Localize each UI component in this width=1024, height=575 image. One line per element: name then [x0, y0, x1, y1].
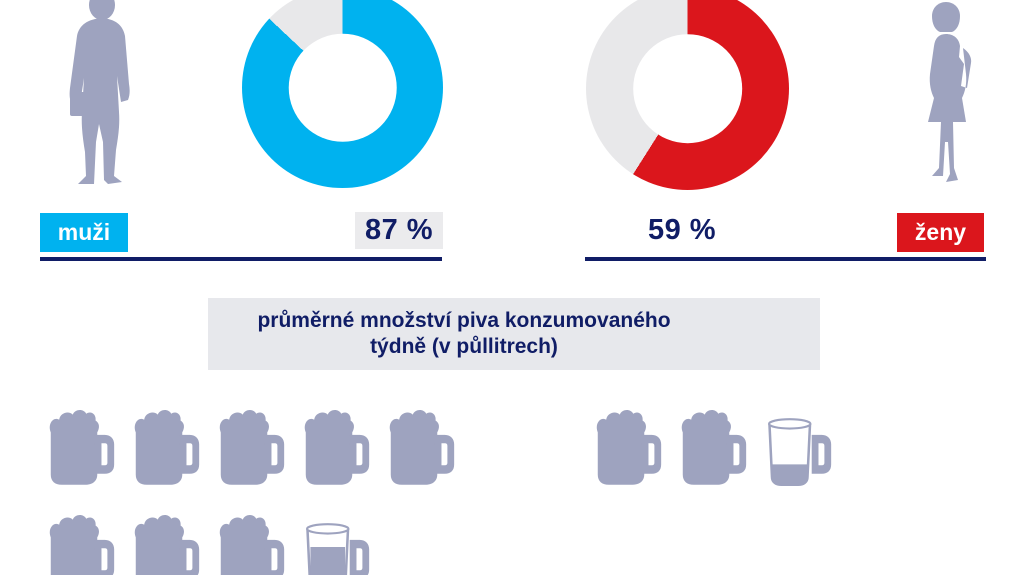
donut-chart-women — [586, 0, 789, 190]
beer-mug-full-icon — [219, 410, 285, 485]
donut-chart-men — [242, 0, 443, 188]
beer-mug-full-icon — [49, 410, 115, 485]
men-label-badge: muži — [40, 213, 128, 252]
men-percent-value: 87 % — [355, 212, 443, 249]
donut-hole — [288, 33, 397, 142]
pictogram-title-line1: průměrné množství piva konzumovaného — [257, 308, 671, 332]
beer-mug-full-icon — [304, 410, 370, 485]
pictogram-title-line2: týdně (v půllitrech) — [370, 335, 558, 358]
divider-right — [585, 257, 986, 261]
men-mugs-row-2 — [44, 507, 370, 575]
beer-mug-full-icon — [49, 515, 115, 575]
beer-mug-full-icon — [681, 410, 747, 485]
donut-hole — [632, 33, 743, 144]
beer-mug-partial-icon — [767, 418, 832, 486]
beer-mug-full-icon — [134, 515, 200, 575]
beer-mug-full-icon — [219, 515, 285, 575]
women-label-badge: ženy — [897, 213, 984, 252]
beer-mug-full-icon — [389, 410, 455, 485]
men-mugs-row-1 — [44, 402, 455, 488]
woman-silhouette-icon — [928, 2, 972, 182]
beer-mug-full-icon — [596, 410, 662, 485]
pictogram-title-panel: průměrné množství piva konzumovaného týd… — [208, 298, 820, 370]
man-silhouette-icon — [69, 0, 130, 184]
beer-mug-partial-icon — [305, 523, 370, 575]
beer-mug-full-icon — [134, 410, 200, 485]
women-percent-value: 59 % — [647, 214, 717, 246]
women-mugs-row-1 — [591, 402, 832, 488]
divider-left — [40, 257, 442, 261]
